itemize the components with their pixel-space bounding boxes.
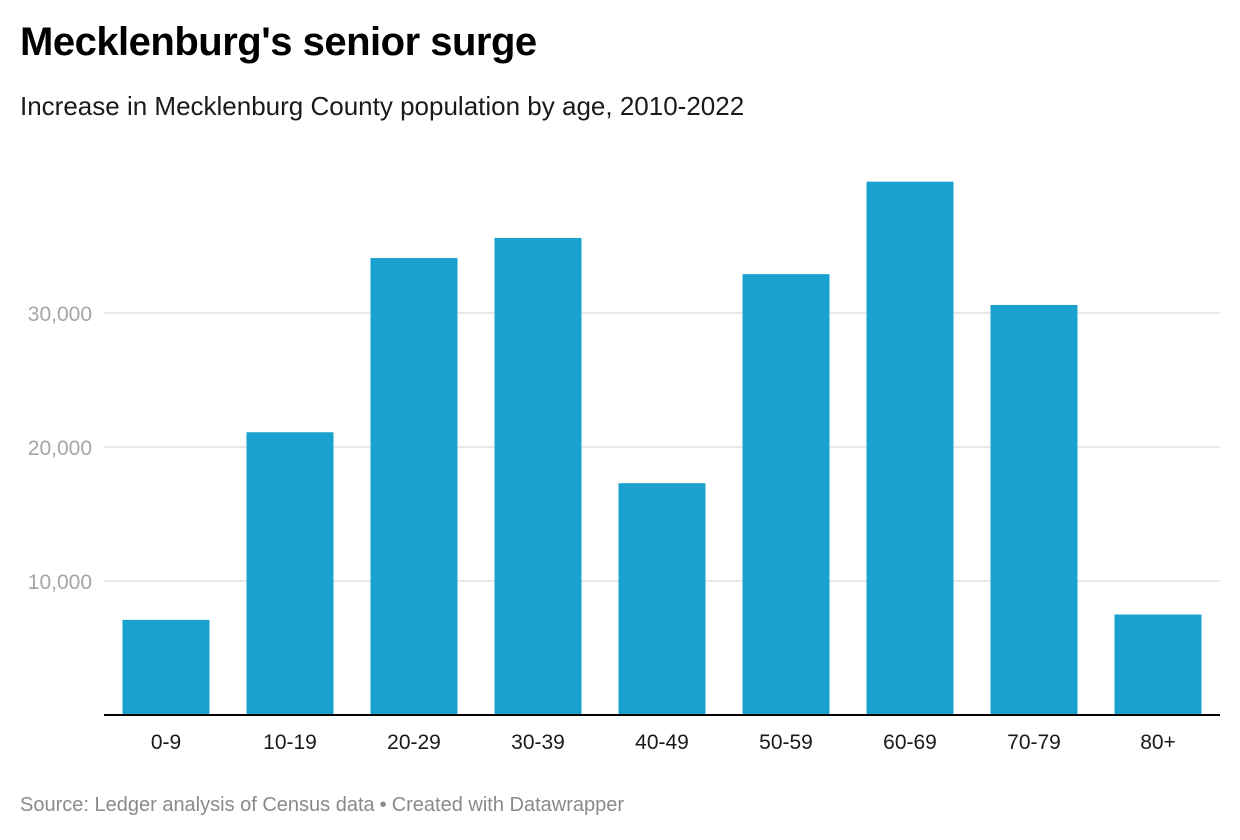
- bar-0-9: [122, 619, 210, 715]
- x-category-label: 60-69: [883, 731, 937, 754]
- x-category-label: 80+: [1140, 731, 1176, 754]
- bar-70-79: [990, 304, 1078, 715]
- bars: [122, 181, 1202, 715]
- x-category-label: 40-49: [635, 731, 689, 754]
- y-axis-tick-labels: 10,000 20,000 30,000: [28, 303, 92, 594]
- y-tick-label: 20,000: [28, 437, 92, 460]
- bar-20-29: [370, 258, 458, 715]
- source-separator: •: [379, 794, 387, 816]
- x-category-label: 70-79: [1007, 731, 1061, 754]
- source-text: Source: Ledger analysis of Census data: [20, 794, 375, 816]
- y-tick-label: 10,000: [28, 571, 92, 594]
- bar-50-59: [742, 274, 830, 715]
- bar-chart: 10,000 20,000 30,000 0-9 10-19 20-29 30-39 40-…: [28, 181, 1220, 754]
- bar-80+: [1114, 614, 1202, 715]
- source-note: Source: Ledger analysis of Census data • C…: [20, 794, 624, 817]
- bar-40-49: [618, 483, 706, 715]
- y-tick-label: 30,000: [28, 303, 92, 326]
- x-category-label: 30-39: [511, 731, 565, 754]
- chart-subtitle: Increase in Mecklenburg County populatio…: [20, 91, 745, 121]
- bar-60-69: [866, 181, 954, 715]
- x-category-label: 10-19: [263, 731, 317, 754]
- credit-text: Created with Datawrapper: [391, 794, 625, 816]
- x-axis-category-labels: 0-9 10-19 20-29 30-39 40-49 50-59 60-69 70-79 80…: [151, 731, 1176, 754]
- chart-title: Mecklenburg's senior surge: [20, 20, 537, 64]
- x-category-label: 20-29: [387, 731, 441, 754]
- x-category-label: 50-59: [759, 731, 813, 754]
- x-category-label: 0-9: [151, 731, 181, 754]
- bar-10-19: [246, 432, 334, 715]
- bar-30-39: [494, 237, 582, 715]
